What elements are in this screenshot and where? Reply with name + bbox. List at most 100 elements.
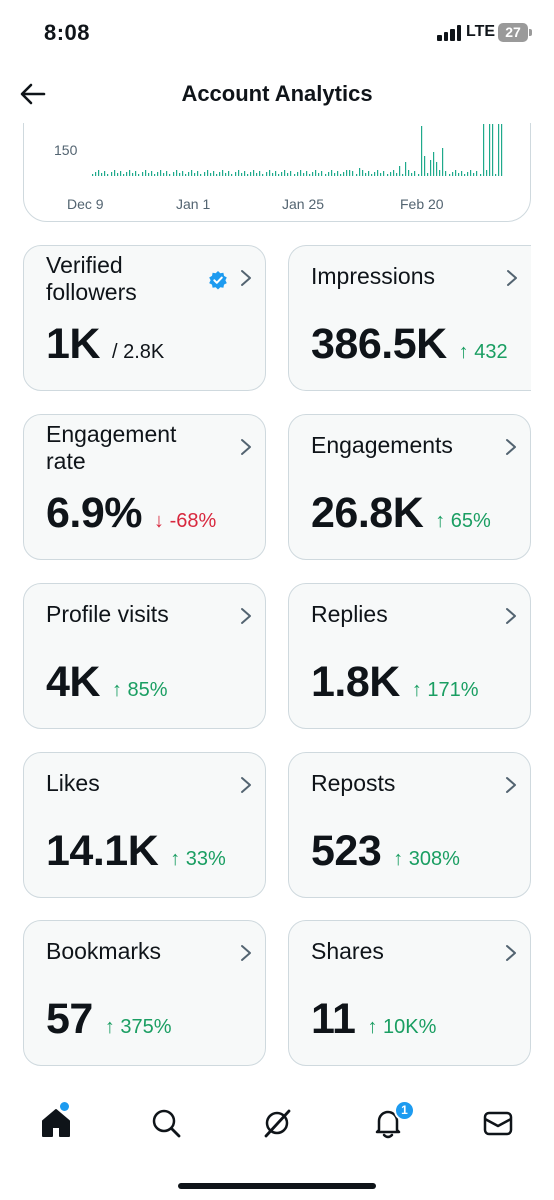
chart-bar: [179, 173, 181, 176]
chart-bar: [325, 174, 327, 176]
chart-bar: [114, 170, 116, 176]
metric-value-row: 1.8K ↑ 171%: [311, 658, 479, 707]
metric-card-engagement-rate[interactable]: Engagement rate 6.9% ↓ -68%: [23, 414, 266, 560]
metric-value-row: 1K / 2.8K: [46, 320, 164, 369]
chart-bar: [414, 171, 416, 176]
chevron-right-icon: [241, 777, 251, 793]
metric-card-reposts[interactable]: Reposts 523 ↑ 308%: [288, 752, 531, 898]
chart-bar: [256, 173, 258, 176]
metric-label: Engagements: [311, 432, 453, 458]
chart-bar: [452, 172, 454, 176]
chart-bar: [356, 174, 358, 176]
chart-bar: [269, 170, 271, 176]
chart-bar: [377, 170, 379, 176]
home-unread-dot: [60, 1102, 69, 1111]
chart-bar: [352, 171, 354, 176]
back-arrow-icon[interactable]: [18, 80, 48, 108]
battery-level: 27: [505, 24, 521, 40]
chart-bar: [253, 170, 255, 176]
chart-bar: [278, 174, 280, 176]
chart-bar: [95, 172, 97, 176]
metric-label: Engagement rate: [46, 421, 177, 474]
chart-bar: [98, 170, 100, 176]
metric-card-engagements[interactable]: Engagements 26.8K ↑ 65%: [288, 414, 531, 560]
metric-value-row: 26.8K ↑ 65%: [311, 489, 491, 538]
chart-bar: [101, 173, 103, 176]
metric-value-row: 386.5K ↑ 432: [311, 320, 508, 369]
chart-bar: [359, 168, 361, 176]
chart-bar: [163, 173, 165, 176]
metric-value-row: 11 ↑ 10K%: [311, 995, 436, 1044]
search-icon[interactable]: [149, 1106, 183, 1140]
chart-bar: [340, 174, 342, 176]
chart-bar: [346, 170, 348, 176]
chart-bar: [393, 170, 395, 176]
metric-value-row: 6.9% ↓ -68%: [46, 489, 216, 538]
chart-bar: [383, 171, 385, 176]
messages-icon[interactable]: [481, 1106, 515, 1140]
chart-bar: [464, 174, 466, 176]
chart-bar: [238, 170, 240, 176]
signal-icon: [437, 25, 463, 41]
chevron-right-icon: [241, 608, 251, 624]
chart-bar: [349, 170, 351, 176]
chart-bar: [309, 174, 311, 176]
metric-value: 6.9%: [46, 489, 143, 537]
metric-value-row: 523 ↑ 308%: [311, 827, 460, 876]
metric-change: ↑ 375%: [104, 1016, 172, 1038]
chart-bar: [111, 172, 113, 176]
chart-bar: [117, 173, 119, 176]
chart-bar: [418, 174, 420, 176]
chart-bar: [142, 172, 144, 176]
chart-bar: [365, 173, 367, 176]
chart-bar: [306, 171, 308, 176]
metric-card-shares[interactable]: Shares 11 ↑ 10K%: [288, 920, 531, 1066]
chart-bar: [390, 172, 392, 176]
home-icon[interactable]: [39, 1106, 73, 1140]
metric-card-verified-followers[interactable]: Verified followers 1K / 2.8K: [23, 245, 266, 391]
chart-bar: [231, 174, 233, 176]
chart-bar: [297, 172, 299, 176]
home-indicator: [178, 1183, 376, 1189]
chart-bar: [321, 171, 323, 176]
chart-bar: [458, 173, 460, 176]
metric-value: 1.8K: [311, 658, 400, 706]
notifications-icon[interactable]: [371, 1106, 405, 1140]
chart-bar: [461, 171, 463, 176]
chart-bar: [495, 174, 497, 176]
chart-bar: [331, 170, 333, 176]
metric-value: 523: [311, 827, 382, 875]
top-bar: Account Analytics: [0, 66, 554, 122]
metric-label: Bookmarks: [46, 938, 162, 964]
chart-bar: [337, 171, 339, 176]
chevron-right-icon: [241, 945, 251, 961]
metric-total: / 2.8K: [111, 341, 165, 363]
chevron-right-icon: [241, 270, 251, 286]
chart-bar: [129, 170, 131, 176]
chart-bar: [486, 170, 488, 176]
chart-bar: [200, 174, 202, 176]
chart-bar: [501, 124, 503, 176]
metric-card-likes[interactable]: Likes 14.1K ↑ 33%: [23, 752, 266, 898]
metric-card-impressions[interactable]: Impressions 386.5K ↑ 432: [288, 245, 531, 391]
grok-icon[interactable]: [260, 1106, 294, 1140]
metric-card-replies[interactable]: Replies 1.8K ↑ 171%: [288, 583, 531, 729]
chart-bar: [191, 170, 193, 176]
chart-bar: [328, 172, 330, 176]
chart-bar: [194, 173, 196, 176]
metric-change: ↑ 432: [458, 341, 508, 363]
metric-change: ↑ 171%: [411, 679, 479, 701]
chart-bar: [151, 171, 153, 176]
metric-card-bookmarks[interactable]: Bookmarks 57 ↑ 375%: [23, 920, 266, 1066]
chevron-right-icon: [507, 270, 517, 286]
battery-icon: 27: [498, 23, 528, 42]
metric-card-profile-visits[interactable]: Profile visits 4K ↑ 85%: [23, 583, 266, 729]
chart-bar: [290, 171, 292, 176]
chart-bar: [213, 171, 215, 176]
metric-value-row: 4K ↑ 85%: [46, 658, 168, 707]
chart-bar: [235, 172, 237, 176]
chevron-right-icon: [506, 608, 516, 624]
chart-bar: [157, 172, 159, 176]
chart-y-tick: 150: [54, 142, 78, 158]
chart-bar: [455, 170, 457, 176]
